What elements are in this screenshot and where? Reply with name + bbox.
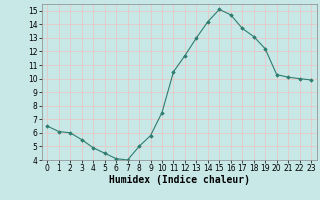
X-axis label: Humidex (Indice chaleur): Humidex (Indice chaleur) <box>109 175 250 185</box>
